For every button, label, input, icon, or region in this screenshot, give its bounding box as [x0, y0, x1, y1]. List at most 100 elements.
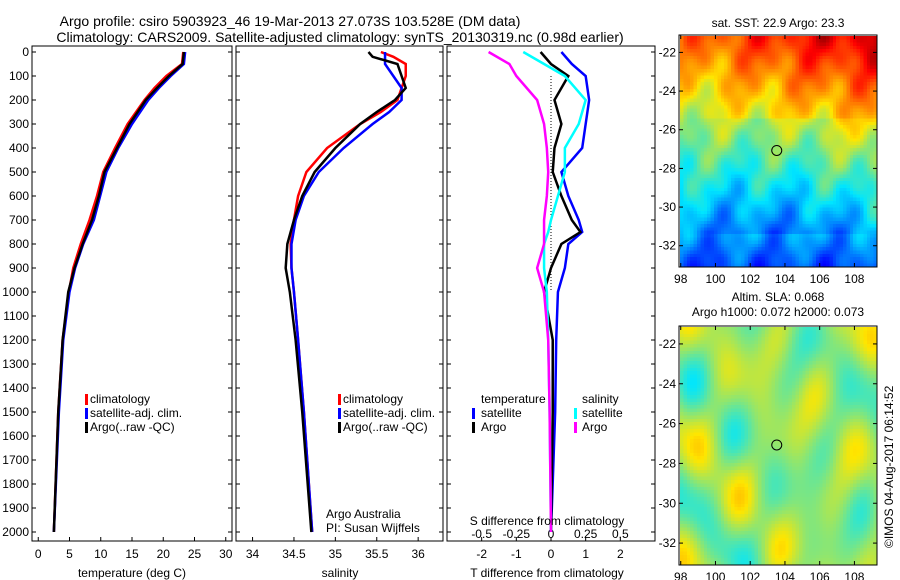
x-tick-label: 34.5 — [282, 547, 306, 561]
depth-tick-label: 1900 — [2, 501, 29, 515]
p1-xlabel: temperature (deg C) — [78, 566, 186, 580]
sst-map-y-tick-label: -28 — [659, 161, 677, 175]
x-tick-label: 0 — [548, 547, 555, 561]
sst-map-heatmap — [680, 36, 877, 267]
legend-swatch — [472, 422, 475, 433]
series-line-salinity-satellite — [522, 50, 588, 533]
sla-map-y-tick-label: -24 — [659, 377, 677, 391]
legend3-salinity: salinity — [582, 392, 619, 406]
title-line2: Climatology: CARS2009. Satellite-adjuste… — [56, 29, 623, 45]
depth-tick-label: 1000 — [2, 285, 29, 299]
depth-tick-label: 300 — [9, 117, 29, 131]
depth-tick-label: 1500 — [2, 405, 29, 419]
series-line-1 — [290, 52, 403, 533]
legend3-s-satellite: satellite — [582, 406, 623, 420]
sst-map-x-tick-label: 98 — [674, 272, 688, 286]
legend-swatch — [85, 394, 88, 405]
sla-map-argo-location-marker — [771, 439, 783, 451]
depth-tick-label: 1200 — [2, 333, 29, 347]
legend-swatch — [574, 408, 577, 419]
depth-tick-label: 1400 — [2, 381, 29, 395]
depth-tick-label: 100 — [9, 69, 29, 83]
sla-map-x-tick-label: 98 — [674, 570, 688, 580]
legend-swatch — [338, 408, 341, 419]
depth-tick-label: 1700 — [2, 453, 29, 467]
sla-map-heatmap — [680, 327, 877, 565]
x2-tick-label: -0.25 — [503, 527, 531, 541]
sla-map-y-tick-label: -28 — [659, 456, 677, 470]
sst-map-x-tick-label: 104 — [775, 272, 795, 286]
x-tick-label: 35.5 — [365, 547, 389, 561]
x-tick-label: 1 — [582, 547, 589, 561]
x-tick-label: -1 — [511, 547, 522, 561]
depth-tick-label: 1300 — [2, 357, 29, 371]
sst-map-title: sat. SST: 22.9 Argo: 23.3 — [712, 16, 845, 30]
sla-map-x-tick-label: 102 — [740, 570, 760, 580]
x-tick-label: 15 — [125, 547, 139, 561]
legend3-s-argo: Argo — [582, 420, 608, 434]
panel2-frame — [235, 45, 444, 542]
legend2-satellite: satellite-adj. clim. — [343, 406, 435, 420]
x2-tick-label: 0.5 — [612, 527, 629, 541]
sst-map-frame — [678, 34, 878, 268]
legend2-argo: Argo(..raw -QC) — [343, 420, 428, 434]
sst-map-y-tick-label: -24 — [659, 84, 677, 98]
depth-tick-label: 700 — [9, 213, 29, 227]
x-tick-label: 35 — [329, 547, 343, 561]
x2-tick-label: 0.25 — [574, 527, 598, 541]
depth-tick-label: 400 — [9, 141, 29, 155]
legend-swatch — [574, 422, 577, 433]
x-tick-label: 36 — [411, 547, 425, 561]
x-tick-label: 34 — [246, 547, 260, 561]
sla-map-y-tick-label: -30 — [659, 496, 677, 510]
depth-tick-label: 200 — [9, 93, 29, 107]
depth-tick-label: 600 — [9, 189, 29, 203]
p3-xlabel: T difference from climatology — [470, 566, 624, 580]
legend3-temperature: temperature — [481, 392, 546, 406]
x2-tick-label: 0 — [548, 527, 555, 541]
series-line-2 — [284, 51, 408, 533]
depth-tick-label: 800 — [9, 237, 29, 251]
sst-map-y-tick-label: -30 — [659, 200, 677, 214]
sst-map-x-tick-label: 100 — [705, 272, 725, 286]
x-tick-label: 2 — [617, 547, 624, 561]
sla-map-y-tick-label: -22 — [659, 337, 677, 351]
imos-timestamp: ©IMOS 04-Aug-2017 06:14:52 — [882, 385, 896, 548]
sst-map-x-tick-label: 102 — [740, 272, 760, 286]
x-tick-label: -2 — [476, 547, 487, 561]
sla-map-x-tick-label: 100 — [705, 570, 725, 580]
depth-tick-label: 1800 — [2, 477, 29, 491]
x-tick-label: 25 — [188, 547, 202, 561]
legend2-climatology: climatology — [343, 392, 403, 406]
sla-map-subtitle: Argo h1000: 0.072 h2000: 0.073 — [692, 305, 864, 319]
sst-map-x-tick-label: 108 — [844, 272, 864, 286]
sla-map-frame — [678, 325, 878, 566]
sst-map-y-tick-label: -32 — [659, 239, 677, 253]
legend-swatch — [472, 408, 475, 419]
sla-map-title: Altim. SLA: 0.068 — [732, 290, 825, 304]
depth-tick-label: 1100 — [3, 309, 29, 323]
series-line-2 — [52, 51, 186, 533]
sla-map-y-tick-label: -32 — [659, 536, 677, 550]
legend1-satellite: satellite-adj. clim. — [90, 406, 182, 420]
sla-map-x-tick-label: 104 — [775, 570, 795, 580]
sst-map-argo-location-marker — [771, 144, 783, 156]
depth-tick-label: 1600 — [2, 429, 29, 443]
p3-x2label: S difference from climatology — [470, 514, 625, 528]
x-tick-label: 0 — [35, 547, 42, 561]
series-line-temperature-satellite — [549, 51, 591, 533]
depth-tick-label: 0 — [22, 45, 29, 59]
legend-swatch — [338, 394, 341, 405]
legend-swatch — [338, 422, 341, 433]
x-tick-label: 20 — [157, 547, 171, 561]
x2-tick-label: -0.5 — [471, 527, 492, 541]
depth-tick-label: 2000 — [2, 525, 29, 539]
x-tick-label: 5 — [66, 547, 73, 561]
series-line-0 — [52, 51, 185, 533]
depth-tick-label: 500 — [9, 165, 29, 179]
sla-map-x-tick-label: 106 — [810, 570, 830, 580]
credit-line1: Argo Australia — [326, 507, 401, 521]
credit-line2: PI: Susan Wijffels — [326, 521, 420, 535]
sla-map-y-tick-label: -26 — [659, 417, 677, 431]
